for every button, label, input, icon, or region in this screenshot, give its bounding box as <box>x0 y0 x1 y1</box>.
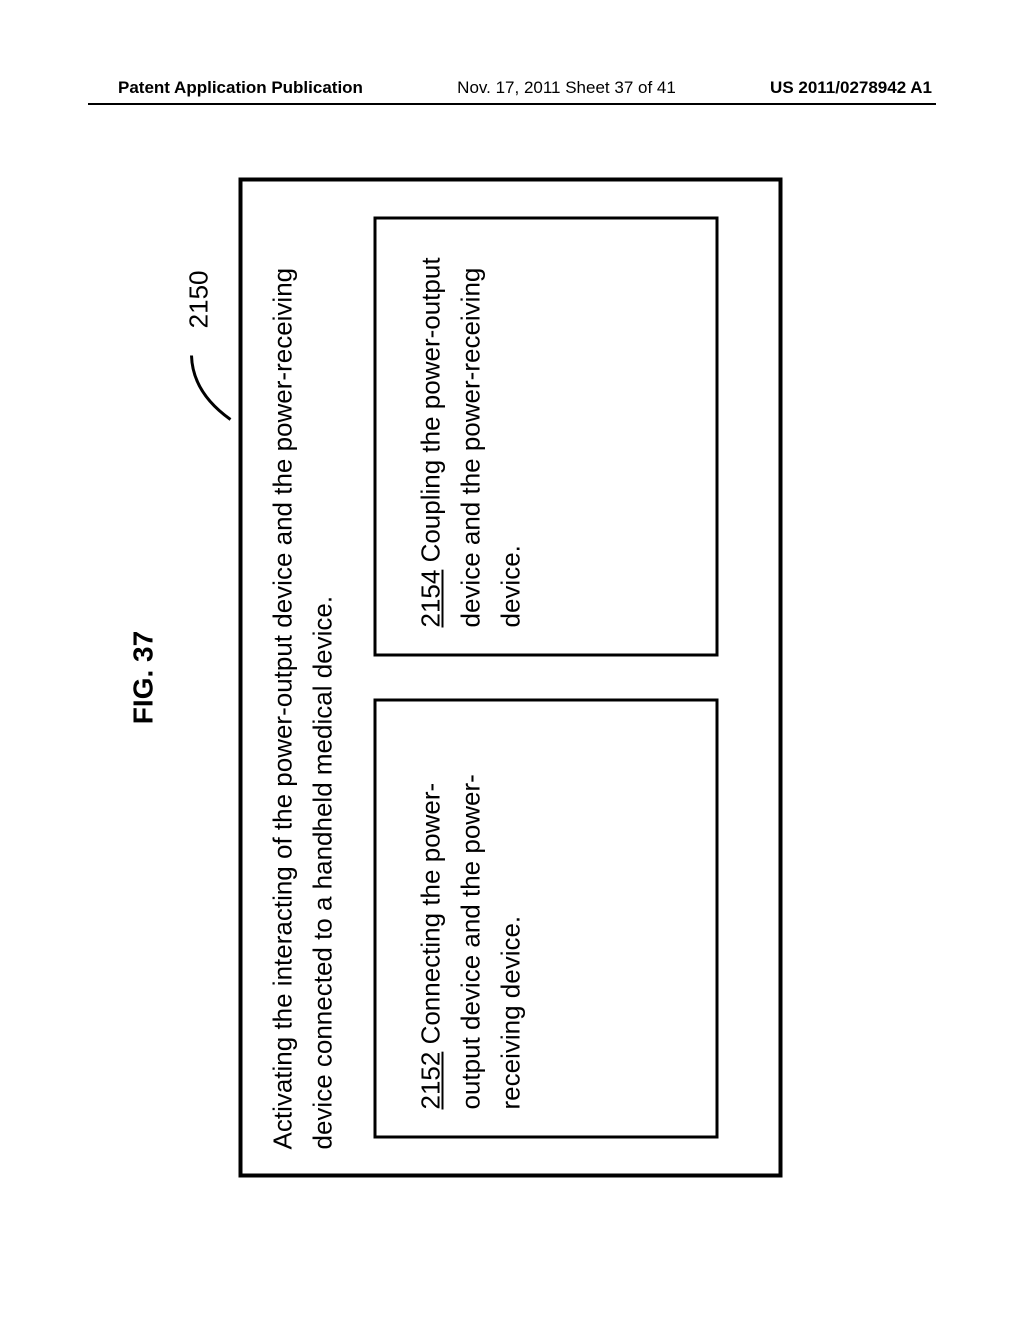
callout-number: 2150 <box>184 271 215 329</box>
header-date-sheet: Nov. 17, 2011 Sheet 37 of 41 <box>457 78 676 98</box>
header-publication: Patent Application Publication <box>118 78 363 98</box>
header-rule <box>88 103 936 105</box>
page-header: Patent Application Publication Nov. 17, … <box>0 78 1024 98</box>
step-left-num: 2152 <box>415 1052 445 1110</box>
header-patent-number: US 2011/0278942 A1 <box>770 78 932 98</box>
step-left-text: 2152 Connecting the power-output device … <box>410 728 531 1110</box>
figure-label: FIG. 37 <box>128 153 160 1203</box>
figure-area: FIG. 37 2150 Activating the interacting … <box>8 288 1024 1073</box>
outer-step-text: Activating the interacting of the power-… <box>263 206 344 1150</box>
outer-box: Activating the interacting of the power-… <box>239 178 783 1178</box>
step-box-left: 2152 Connecting the power-output device … <box>373 699 718 1139</box>
step-box-right: 2154 Coupling the power-output device an… <box>373 217 718 657</box>
callout-curve-icon <box>178 348 236 428</box>
inner-steps-row: 2152 Connecting the power-output device … <box>373 206 718 1150</box>
step-right-text: 2154 Coupling the power-output device an… <box>410 246 531 628</box>
figure-inner: FIG. 37 2150 Activating the interacting … <box>128 153 913 1203</box>
step-right-num: 2154 <box>415 570 445 628</box>
callout-row: 2150 <box>178 153 233 1203</box>
